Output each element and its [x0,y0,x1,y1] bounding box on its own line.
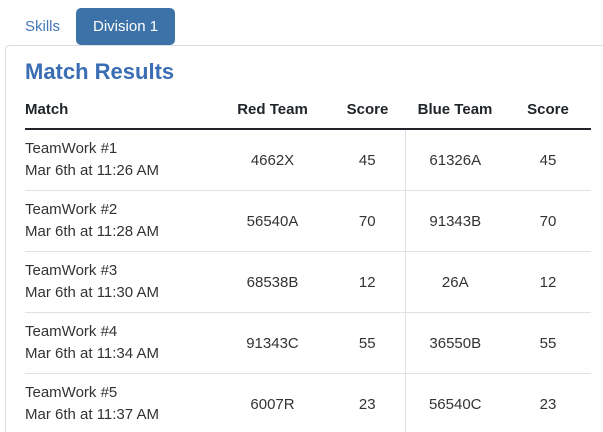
red-team-score: 23 [330,373,405,432]
blue-team-number: 61326A [404,129,505,191]
blue-team-score: 12 [505,251,591,313]
blue-team-number: 91343B [404,190,505,252]
tab-bar: Skills Division 1 [0,0,603,45]
match-name: TeamWork #1 [25,140,118,157]
table-header-row: Match Red Team Score Blue Team Score [25,95,591,130]
match-results-table: Match Red Team Score Blue Team Score Tea… [25,95,591,432]
match-time: Mar 6th at 11:34 AM [25,345,159,362]
table-row: TeamWork #2 Mar 6th at 11:28 AM 56540A 7… [25,190,591,252]
tab-division-1[interactable]: Division 1 [76,8,176,45]
match-name: TeamWork #2 [25,201,118,218]
blue-team-score: 23 [505,373,591,432]
column-header-match: Match [25,95,215,130]
table-row: TeamWork #5 Mar 6th at 11:37 AM 6007R 23… [25,373,591,432]
column-header-blue-score: Score [505,95,591,130]
match-cell: TeamWork #4 Mar 6th at 11:34 AM [25,312,215,374]
red-team-score: 55 [330,312,405,374]
match-time: Mar 6th at 11:28 AM [25,223,159,240]
match-cell: TeamWork #5 Mar 6th at 11:37 AM [25,373,215,432]
blue-team-score: 70 [505,190,591,252]
match-cell: TeamWork #2 Mar 6th at 11:28 AM [25,190,215,252]
red-team-number: 6007R [215,373,330,432]
table-row: TeamWork #3 Mar 6th at 11:30 AM 68538B 1… [25,251,591,313]
red-team-score: 12 [330,251,405,313]
red-team-score: 70 [330,190,405,252]
blue-team-score: 45 [505,129,591,191]
red-team-number: 91343C [215,312,330,374]
column-header-red-score: Score [330,95,405,130]
tab-content-panel: Match Results Match Red Team Score Blue … [5,45,603,432]
match-time: Mar 6th at 11:37 AM [25,406,159,423]
match-name: TeamWork #4 [25,323,118,340]
red-team-number: 56540A [215,190,330,252]
blue-team-score: 55 [505,312,591,374]
match-name: TeamWork #3 [25,262,118,279]
column-header-red-team: Red Team [215,95,330,130]
tab-skills[interactable]: Skills [25,18,61,35]
match-cell: TeamWork #3 Mar 6th at 11:30 AM [25,251,215,313]
page-title: Match Results [25,59,175,84]
match-time: Mar 6th at 11:26 AM [25,162,159,179]
red-team-number: 4662X [215,129,330,191]
match-cell: TeamWork #1 Mar 6th at 11:26 AM [25,129,215,191]
match-name: TeamWork #5 [25,384,118,401]
table-row: TeamWork #1 Mar 6th at 11:26 AM 4662X 45… [25,129,591,191]
table-row: TeamWork #4 Mar 6th at 11:34 AM 91343C 5… [25,312,591,374]
red-team-score: 45 [330,129,405,191]
match-table-body: TeamWork #1 Mar 6th at 11:26 AM 4662X 45… [25,129,591,432]
red-team-number: 68538B [215,251,330,313]
column-header-blue-team: Blue Team [405,95,505,130]
blue-team-number: 56540C [404,373,505,432]
blue-team-number: 26A [404,251,505,313]
match-time: Mar 6th at 11:30 AM [25,284,159,301]
blue-team-number: 36550B [404,312,505,374]
